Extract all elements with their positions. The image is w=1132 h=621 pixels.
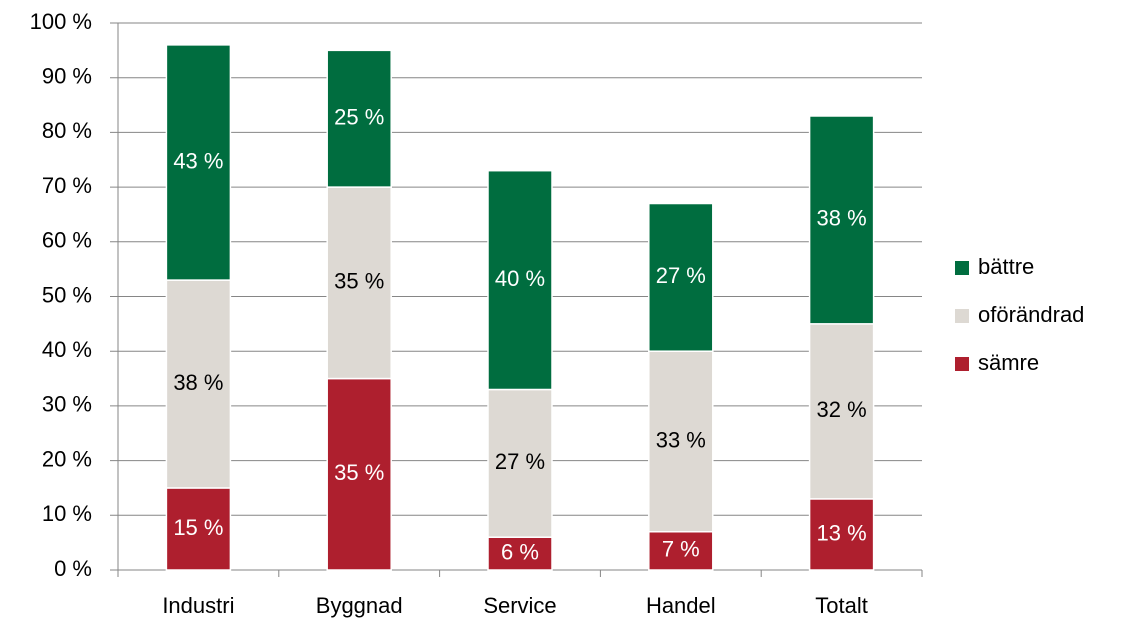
bar-segment [487,388,553,538]
y-tick-label: 100 % [30,9,92,34]
legend-swatch [955,357,969,371]
y-tick-label: 20 % [42,446,92,471]
bar-segment [648,350,714,533]
bar-segment [487,536,553,571]
y-tick-label: 50 % [42,282,92,307]
x-tick-label: Handel [646,593,716,618]
value-label: 43 % [173,148,223,173]
y-tick-label: 0 % [54,556,92,581]
value-label: 15 % [173,515,223,540]
y-tick-label: 70 % [42,173,92,198]
value-label: 40 % [495,266,545,291]
value-label: 35 % [334,460,384,485]
x-tick-label: Service [483,593,556,618]
value-label: 38 % [817,206,867,231]
value-label: 25 % [334,105,384,130]
legend-label: sämre [978,350,1039,375]
bar-segment [808,498,875,571]
value-label: 13 % [817,520,867,545]
bar-segment [326,186,392,380]
bar-segment [165,44,232,281]
value-label: 6 % [501,539,539,564]
x-tick-label: Industri [162,593,234,618]
value-label: 32 % [817,397,867,422]
bar-segment [648,202,714,352]
value-label: 35 % [334,269,384,294]
y-tick-label: 90 % [42,64,92,89]
value-label: 7 % [662,537,700,562]
value-label: 38 % [173,370,223,395]
bar-segment [487,169,553,391]
value-label: 33 % [656,427,706,452]
x-tick-label: Byggnad [316,593,403,618]
legend-swatch [955,309,969,323]
bar-segment [326,49,392,188]
bar-segment [165,279,232,489]
y-tick-label: 60 % [42,228,92,253]
y-tick-label: 10 % [42,501,92,526]
legend-label: bättre [978,254,1034,279]
x-tick-label: Totalt [815,593,868,618]
bar-segment [326,377,392,571]
bar-segment [648,530,714,571]
y-tick-label: 80 % [42,118,92,143]
legend-label: oförändrad [978,302,1084,327]
value-label: 27 % [656,263,706,288]
bar-segment [808,115,875,325]
y-tick-label: 30 % [42,392,92,417]
bar-segment [808,323,875,500]
legend-swatch [955,261,969,275]
value-label: 27 % [495,449,545,474]
y-tick-label: 40 % [42,337,92,362]
